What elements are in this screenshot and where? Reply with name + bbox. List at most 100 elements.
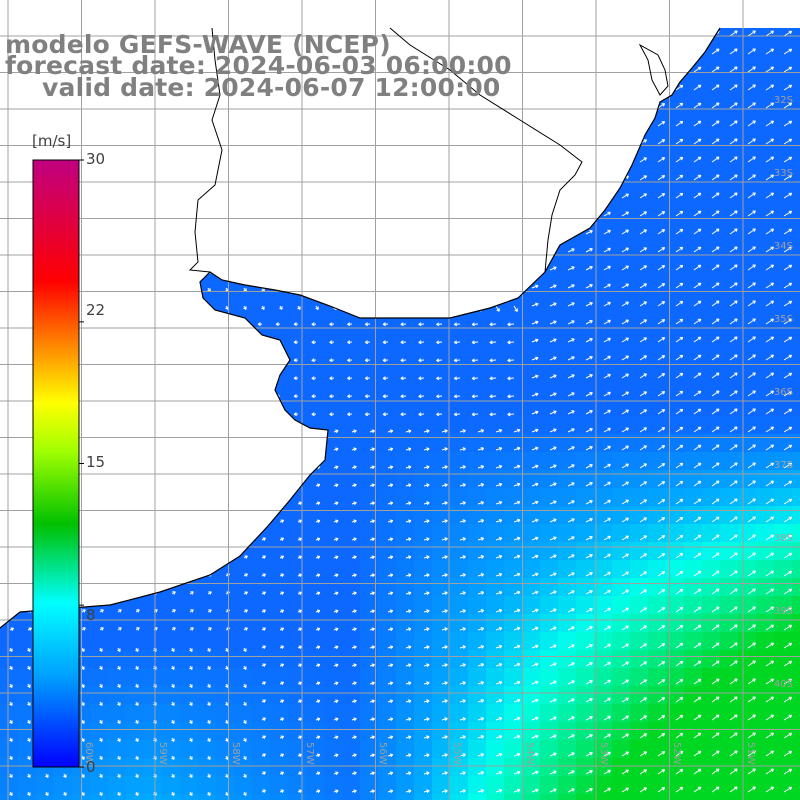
wind-arrow [95,412,101,417]
wind-arrow [171,683,175,688]
wind-arrow [765,426,775,433]
speed-cell [432,236,450,254]
speed-cell [342,740,360,758]
wind-arrow [423,681,430,686]
speed-cell [720,452,738,470]
wind-arrow [531,644,539,649]
speed-cell [216,686,234,704]
wind-arrow [567,518,575,523]
wind-arrow [639,625,648,631]
speed-cell [324,542,342,560]
wind-arrow [675,48,684,55]
speed-cell [468,380,486,398]
speed-cell [684,380,702,398]
wind-arrow [351,699,357,704]
wind-arrow [405,197,410,203]
speed-cell [234,668,252,686]
speed-cell [720,470,738,488]
speed-cell [0,434,18,452]
speed-cell [594,470,612,488]
wind-arrow [711,426,720,433]
speed-cell [18,668,36,686]
wind-arrow [387,537,394,542]
wind-arrow [167,376,173,381]
wind-arrow [531,446,539,451]
speed-cell [684,596,702,614]
wind-arrow [747,606,756,613]
wind-arrow [675,210,684,217]
wind-arrow [423,609,430,614]
wind-arrow [243,519,248,523]
speed-cell [0,164,18,182]
speed-cell [324,236,342,254]
wind-arrow [621,157,629,163]
wind-arrow [657,535,666,541]
wind-arrow [387,609,394,614]
wind-arrow [261,735,266,739]
speed-cell [468,362,486,380]
wind-arrow [203,376,209,381]
speed-cell [378,380,396,398]
wind-arrow [783,696,793,703]
speed-cell [324,632,342,650]
wind-arrow [585,554,593,559]
speed-cell [576,74,594,92]
speed-cell [90,704,108,722]
speed-cell [702,28,720,38]
speed-cell [234,614,252,632]
wind-arrow [693,588,702,595]
speed-cell [342,704,360,722]
speed-cell [630,254,648,272]
wind-arrow [27,591,32,595]
speed-cell [144,560,162,578]
speed-cell [180,326,198,344]
speed-cell [252,182,270,200]
speed-cell [126,722,144,740]
speed-cell [198,416,216,434]
wind-arrow [675,174,684,181]
speed-cell [162,704,180,722]
speed-cell [612,794,630,800]
wind-arrow [369,197,374,203]
speed-cell [450,110,468,128]
speed-cell [756,110,774,128]
wind-arrow [765,264,775,271]
wind-arrow [99,665,103,670]
wind-arrow [711,606,720,613]
speed-cell [576,740,594,758]
speed-cell [324,704,342,722]
speed-cell [432,380,450,398]
speed-cell [198,344,216,362]
wind-arrow [495,698,503,703]
speed-cell [738,650,756,668]
speed-cell [144,218,162,236]
speed-cell [162,272,180,290]
wind-arrow [131,394,137,399]
speed-cell [702,92,720,110]
wind-arrow [207,665,211,670]
speed-cell [126,794,144,800]
wind-arrow [711,624,720,631]
wind-arrow [567,482,575,487]
speed-cell [324,254,342,272]
wind-arrow [351,717,357,722]
wind-arrow [531,248,539,253]
speed-cell [270,416,288,434]
speed-cell [396,596,414,614]
speed-cell [432,110,450,128]
wind-arrow [567,338,575,343]
speed-cell [306,686,324,704]
speed-cell [558,362,576,380]
speed-cell [324,506,342,524]
wind-arrow [27,269,31,274]
speed-cell [342,488,360,506]
wind-arrow [693,264,702,271]
speed-cell [666,776,684,794]
speed-cell [414,110,432,128]
speed-cell [756,254,774,272]
speed-cell [558,416,576,434]
wind-arrow [783,408,793,415]
wind-arrow [333,465,339,470]
speed-cell [414,686,432,704]
wind-arrow [477,645,485,649]
